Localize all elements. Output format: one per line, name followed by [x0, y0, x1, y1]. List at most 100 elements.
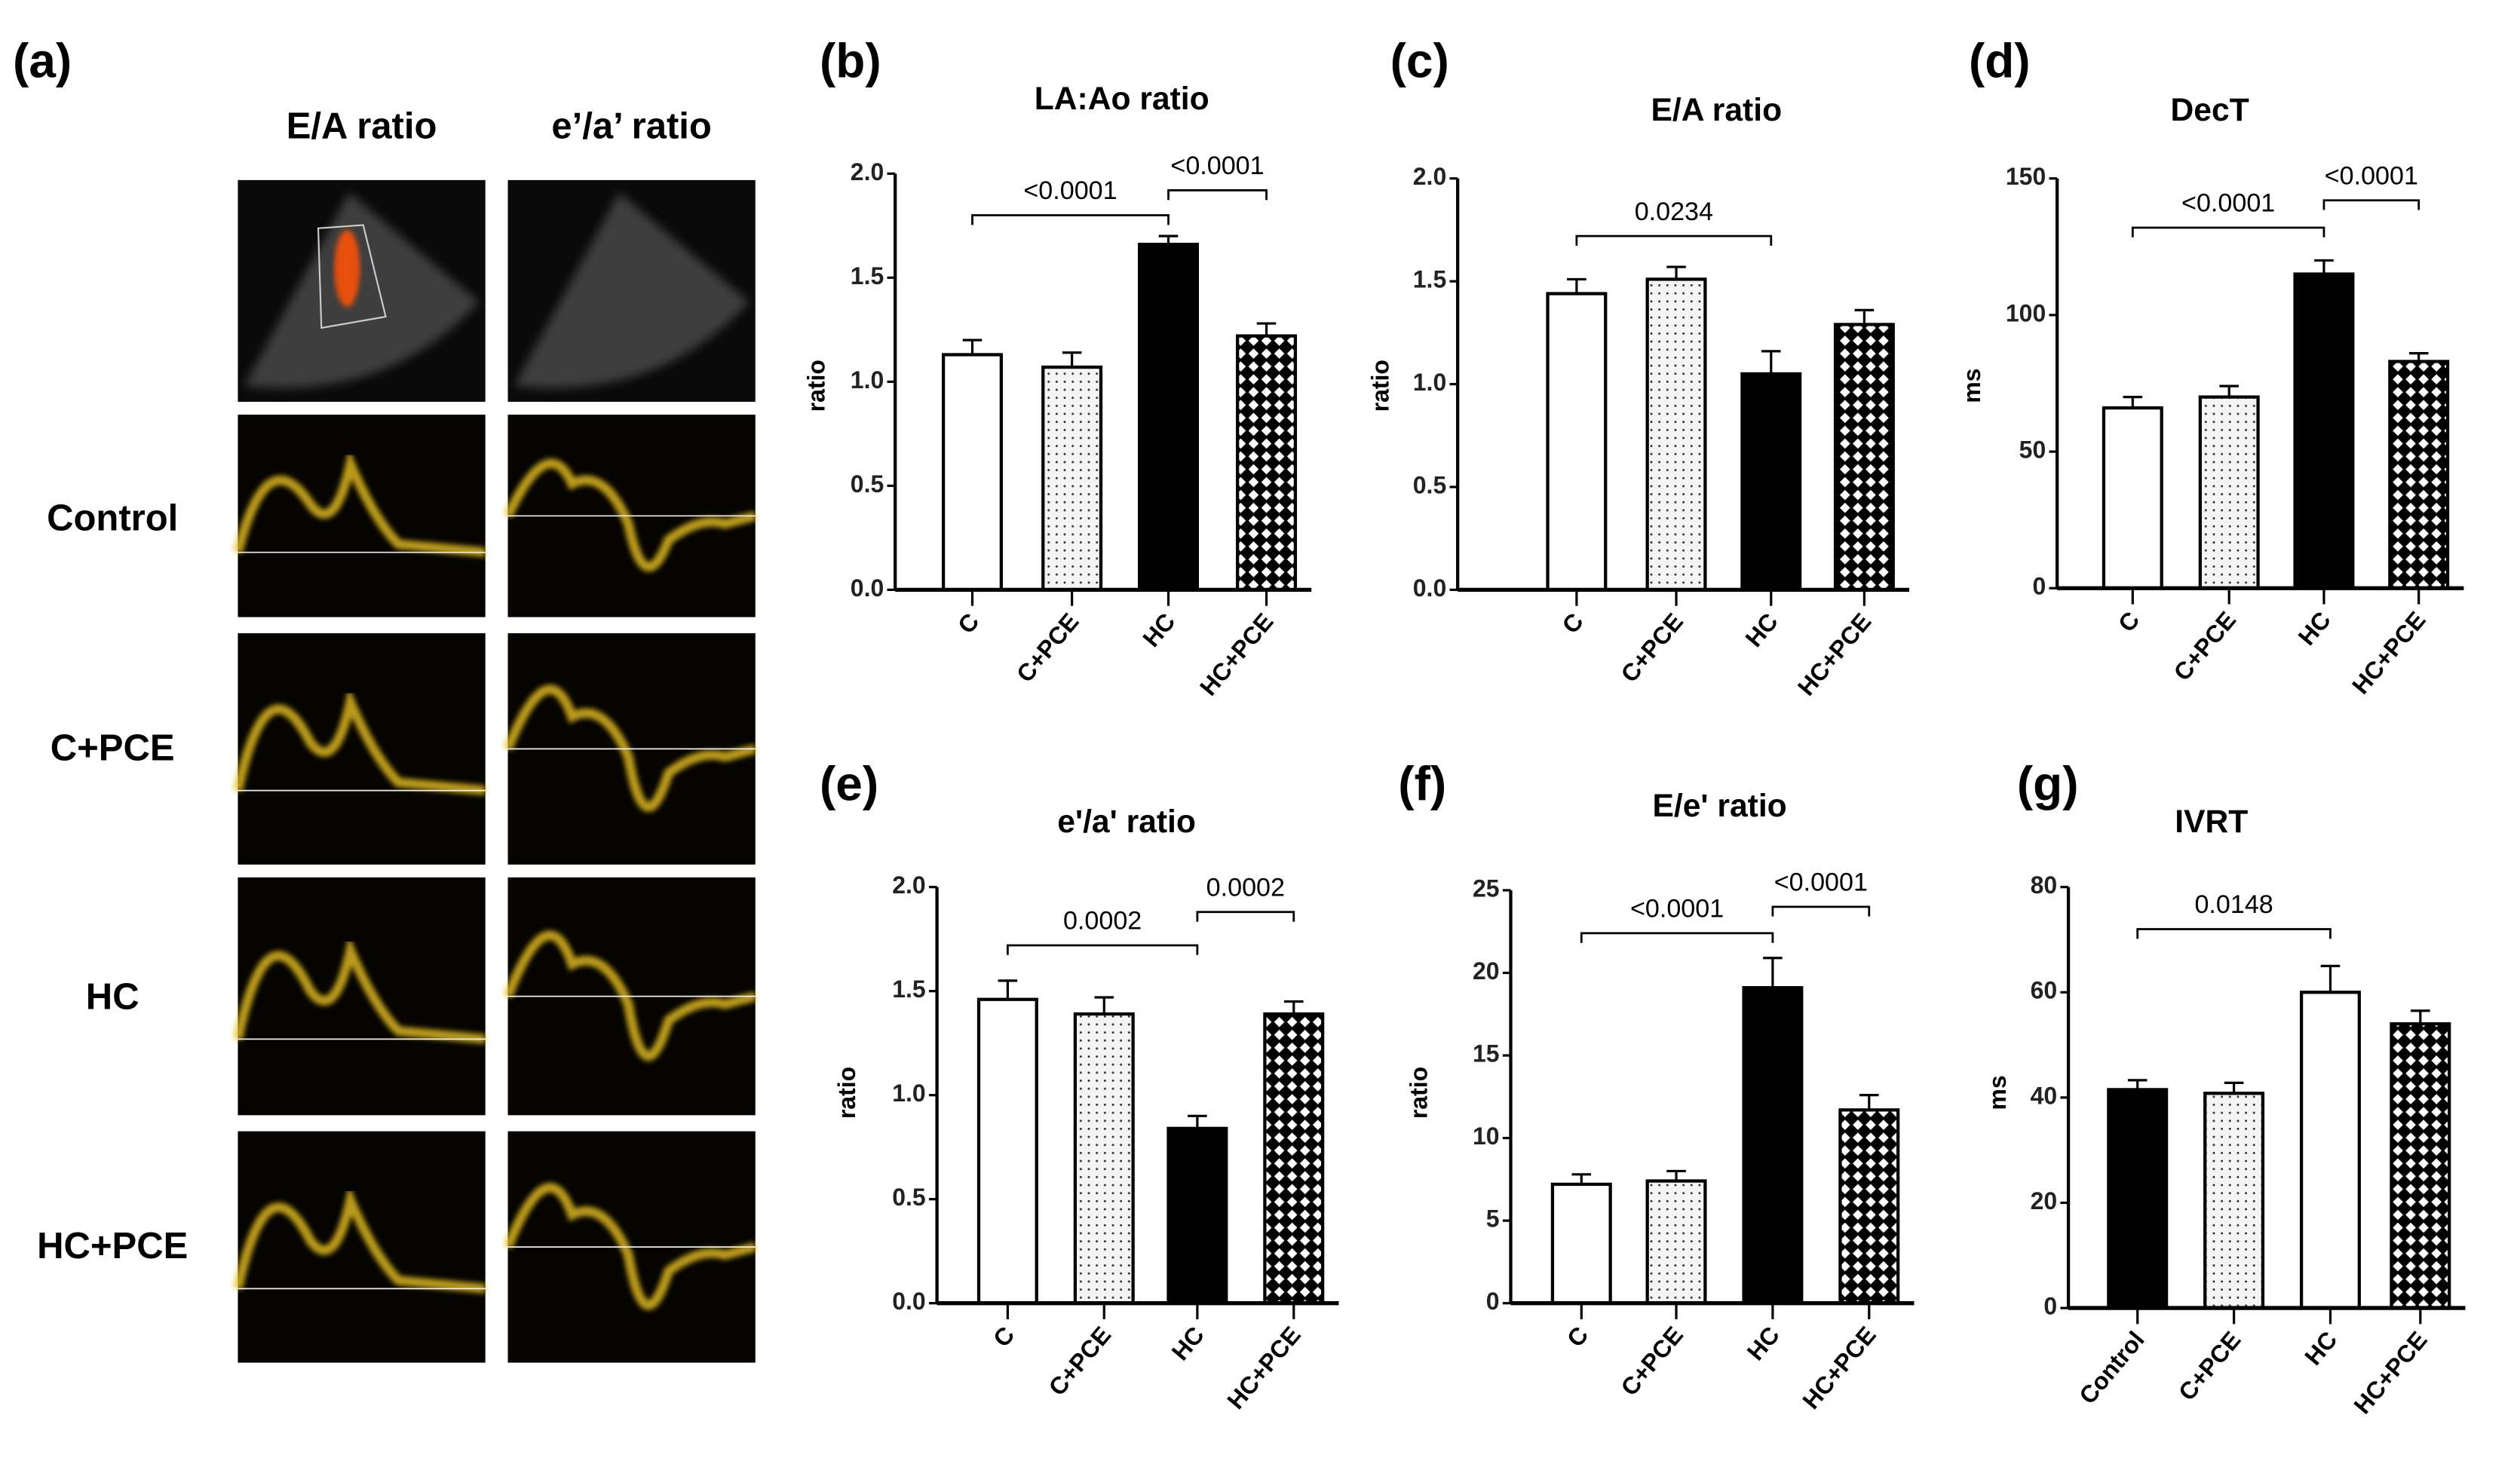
chart-title: E/A ratio	[1651, 92, 1782, 128]
significance-bracket	[2136, 928, 2331, 939]
y-tick-label: 2.0	[851, 158, 884, 185]
x-tick-label: HC	[1742, 1322, 1785, 1366]
bar-chart-c: (c) E/A ratio ratio C C+PCE HC HC+PCE 0.0 0.5 1.0…	[1367, 33, 1910, 701]
chart-title: IVRT	[2175, 804, 2248, 840]
p-value-label: 0.0002	[1063, 907, 1142, 936]
bar-hc	[2293, 272, 2355, 590]
bar-chart-b: (b) LA:Ao ratio ratio C C+PCE HC HC+PCE 0.0 0.5 1…	[802, 33, 1312, 701]
significance-bracket	[1575, 234, 1773, 246]
bar-c-pce	[1073, 1012, 1135, 1305]
panel-label: (d)	[1969, 33, 2031, 87]
doppler-trace-image	[503, 877, 757, 1116]
y-tick-label: 10	[1473, 1123, 1500, 1150]
significance-bracket	[1771, 905, 1871, 917]
x-tick-label: C	[1562, 1322, 1593, 1352]
bar-c-pce	[1645, 277, 1707, 592]
y-tick-label: 15	[1473, 1040, 1500, 1067]
panel-label: (f)	[1398, 757, 1446, 811]
p-value-label: <0.0001	[1774, 868, 1868, 897]
panel-a-echo-images: (a) E/A ratio e’/a’ ratio Control C+PCE …	[13, 33, 757, 1363]
row-label-c-pce: C+PCE	[51, 727, 175, 768]
x-tick-label: HC+PCE	[1792, 608, 1877, 700]
bar-chart-f: (f) E/e' ratio ratio C C+PCE HC HC+PCE 0 5 10 15 20…	[1398, 757, 1915, 1414]
significance-bracket	[1580, 932, 1774, 943]
x-tick-label: HC+PCE	[1222, 1322, 1306, 1414]
p-value-label: <0.0001	[2325, 161, 2418, 190]
x-tick-label: HC+PCE	[1194, 608, 1279, 700]
bar-hc-pce	[1833, 323, 1895, 592]
p-value-label: <0.0001	[1023, 176, 1117, 205]
y-tick-label: 2.0	[892, 871, 925, 899]
bar-hc-pce	[1236, 334, 1298, 592]
x-tick-label: C	[952, 608, 984, 639]
y-tick-label: 150	[2006, 163, 2046, 190]
x-tick-label: Control	[2074, 1326, 2150, 1409]
significance-bracket	[2131, 226, 2325, 237]
echo-2d-image	[507, 179, 756, 403]
doppler-trace-image	[503, 1131, 757, 1363]
y-tick-label: 60	[2031, 977, 2058, 1004]
bar-c	[976, 997, 1038, 1305]
x-tick-label: C	[988, 1322, 1019, 1352]
panel-label: (b)	[820, 33, 881, 87]
x-tick-label: HC	[1740, 608, 1783, 652]
x-tick-label: HC	[2299, 1326, 2342, 1371]
x-tick-label: C+PCE	[1615, 608, 1688, 687]
bar-hc	[1138, 243, 1200, 592]
bar-hc	[2300, 991, 2361, 1310]
significance-bracket	[971, 214, 1170, 225]
bar-hc	[1166, 1126, 1228, 1305]
y-axis-label: ms	[1984, 1075, 2011, 1110]
y-tick-label: 0.0	[892, 1288, 925, 1315]
y-tick-label: 0.5	[892, 1184, 925, 1211]
y-tick-label: 0.5	[851, 470, 884, 498]
bar-chart-g: (g) IVRT ms Control C+PCE HC HC+PCE 0 20 40 60 80 0.…	[1984, 757, 2466, 1419]
p-value-label: <0.0001	[1630, 895, 1724, 923]
bar-hc-pce	[2388, 360, 2450, 590]
panel-label-a: (a)	[13, 33, 72, 87]
doppler-trace-image	[233, 632, 486, 865]
y-tick-label: 5	[1486, 1205, 1500, 1233]
column-title-ea: E/A ratio	[287, 106, 437, 146]
significance-bracket	[2322, 199, 2420, 210]
y-tick-label: 0.5	[1413, 471, 1446, 498]
p-value-label: 0.0234	[1635, 198, 1713, 226]
bar-hc-pce	[2390, 1022, 2451, 1310]
y-tick-label: 1.5	[892, 975, 925, 1003]
bar-hc-pce	[1263, 1012, 1325, 1305]
significance-bracket	[1196, 911, 1295, 922]
row-label-hc: HC	[86, 977, 139, 1018]
x-tick-label: HC	[2293, 606, 2336, 651]
y-tick-label: 40	[2031, 1082, 2058, 1109]
doppler-trace-image	[503, 632, 757, 865]
y-tick-label: 1.5	[851, 262, 884, 289]
y-tick-label: 0.0	[851, 574, 884, 602]
y-tick-label: 0	[1486, 1288, 1500, 1315]
panel-label: (c)	[1390, 33, 1449, 87]
x-tick-label: C+PCE	[2169, 606, 2242, 685]
echo-2d-image	[238, 179, 486, 403]
column-title-ea-prime: e’/a’ ratio	[551, 106, 712, 146]
y-tick-label: 80	[2031, 871, 2058, 899]
bar-c	[2102, 406, 2163, 590]
panel-label: (e)	[820, 757, 878, 811]
bar-c	[1550, 1182, 1612, 1305]
y-tick-label: 2.0	[1413, 163, 1446, 190]
doppler-trace-image	[233, 877, 486, 1116]
y-axis-label: ratio	[833, 1067, 860, 1119]
chart-title: E/e' ratio	[1652, 788, 1786, 824]
x-tick-label: C	[2113, 606, 2144, 637]
y-axis-label: ratio	[1406, 1067, 1433, 1119]
x-tick-label: HC+PCE	[2347, 606, 2431, 699]
x-tick-label: HC+PCE	[2348, 1326, 2433, 1419]
y-tick-label: 25	[1473, 874, 1500, 902]
y-tick-label: 1.5	[1413, 266, 1446, 293]
bar-chart-e: (e) e'/a' ratio ratio C C+PCE HC HC+PCE 0.0 0.5 1…	[820, 757, 1339, 1414]
bar-c-pce	[1645, 1179, 1707, 1305]
chart-title: DecT	[2171, 92, 2249, 128]
chart-title: LA:Ao ratio	[1035, 81, 1209, 117]
y-tick-label: 20	[2031, 1187, 2058, 1214]
bar-c-pce	[2198, 395, 2260, 590]
y-tick-label: 100	[2006, 299, 2046, 326]
